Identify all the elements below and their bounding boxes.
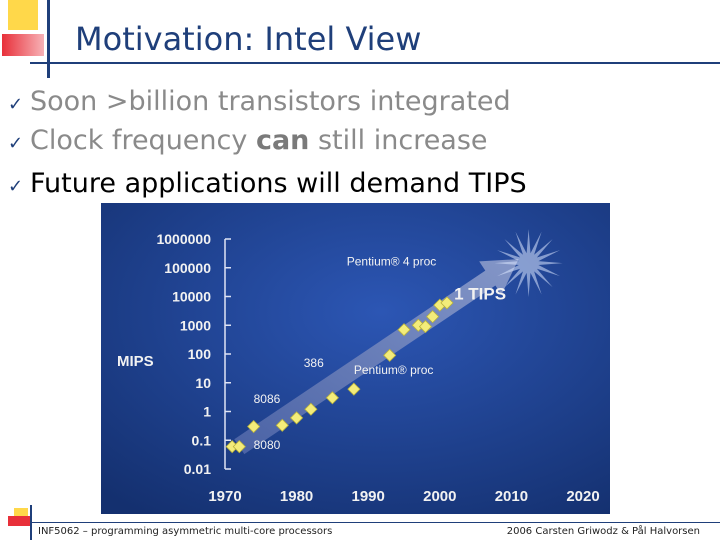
deco-footer-red-bar: [8, 516, 32, 526]
data-point: [397, 323, 411, 337]
data-point: [304, 402, 318, 416]
chart-annotation: Pentium® proc: [354, 363, 434, 377]
bullet-2-text-pre: Clock frequency: [30, 125, 256, 156]
checkmark-icon: ✓: [8, 133, 24, 154]
y-axis-label: MIPS: [117, 353, 154, 370]
mips-growth-chart: 0.01 0.1 1 10 100 1000 10000 100000 1000000 1970…: [101, 203, 610, 514]
bullet-2: ✓ Clock frequency can still increase: [8, 125, 488, 156]
bullet-2-text-bold: can: [255, 125, 310, 156]
data-point: [275, 418, 289, 432]
chart-annotation: 386: [304, 356, 324, 370]
data-point: [247, 419, 261, 434]
y-tick-label: 1000000: [156, 231, 211, 247]
y-tick-label: 100000: [164, 260, 211, 276]
checkmark-icon: ✓: [8, 94, 24, 115]
x-tick-label: 2000: [423, 488, 456, 505]
y-tick-label: 10: [195, 375, 211, 391]
chart-annotation: 1 TIPS: [454, 284, 506, 303]
title-divider: [30, 62, 720, 64]
bullet-3-text: Future applications will demand TIPS: [30, 168, 527, 199]
bullet-2-text-post: still increase: [309, 125, 488, 156]
y-tick-label: 1000: [180, 317, 211, 333]
y-tick-label: 0.1: [192, 432, 212, 448]
deco-yellow-square: [8, 0, 38, 30]
footer-course: INF5062 – programming asymmetric multi-c…: [38, 526, 333, 537]
x-tick-label: 2020: [566, 488, 599, 505]
x-tick-label: 1980: [280, 488, 313, 505]
y-tick-label: 1: [203, 404, 211, 420]
chart-annotation: 8080: [254, 438, 281, 452]
x-tick-label: 1990: [352, 488, 385, 505]
data-point: [418, 319, 433, 334]
data-point: [383, 348, 397, 362]
tips-starburst: [494, 229, 563, 298]
bullet-3: ✓ Future applications will demand TIPS: [8, 168, 527, 199]
chart-annotation: Pentium® 4 proc: [347, 254, 437, 268]
checkmark-icon: ✓: [8, 176, 24, 197]
data-point: [290, 411, 304, 425]
data-point: [426, 310, 440, 324]
chart-annotation: 8086: [254, 392, 281, 406]
deco-red-bar: [2, 34, 44, 56]
y-tick-label: 100: [188, 346, 212, 362]
slide-title: Motivation: Intel View: [75, 20, 422, 58]
y-tick-label: 0.01: [184, 461, 211, 477]
y-tick-label: 10000: [172, 289, 211, 305]
data-point: [440, 296, 454, 310]
x-tick-label: 1970: [208, 488, 241, 505]
deco-blue-vertical-line: [47, 0, 50, 78]
footer-divider: [30, 522, 720, 523]
data-point: [325, 391, 339, 405]
data-point: [347, 382, 361, 396]
footer-authors: 2006 Carsten Griwodz & Pål Halvorsen: [506, 526, 700, 537]
x-tick-label: 2010: [495, 488, 528, 505]
data-point: [232, 440, 246, 454]
bullet-1: ✓ Soon >billion transistors integrated: [8, 86, 511, 117]
bullet-1-text: Soon >billion transistors integrated: [30, 86, 511, 117]
